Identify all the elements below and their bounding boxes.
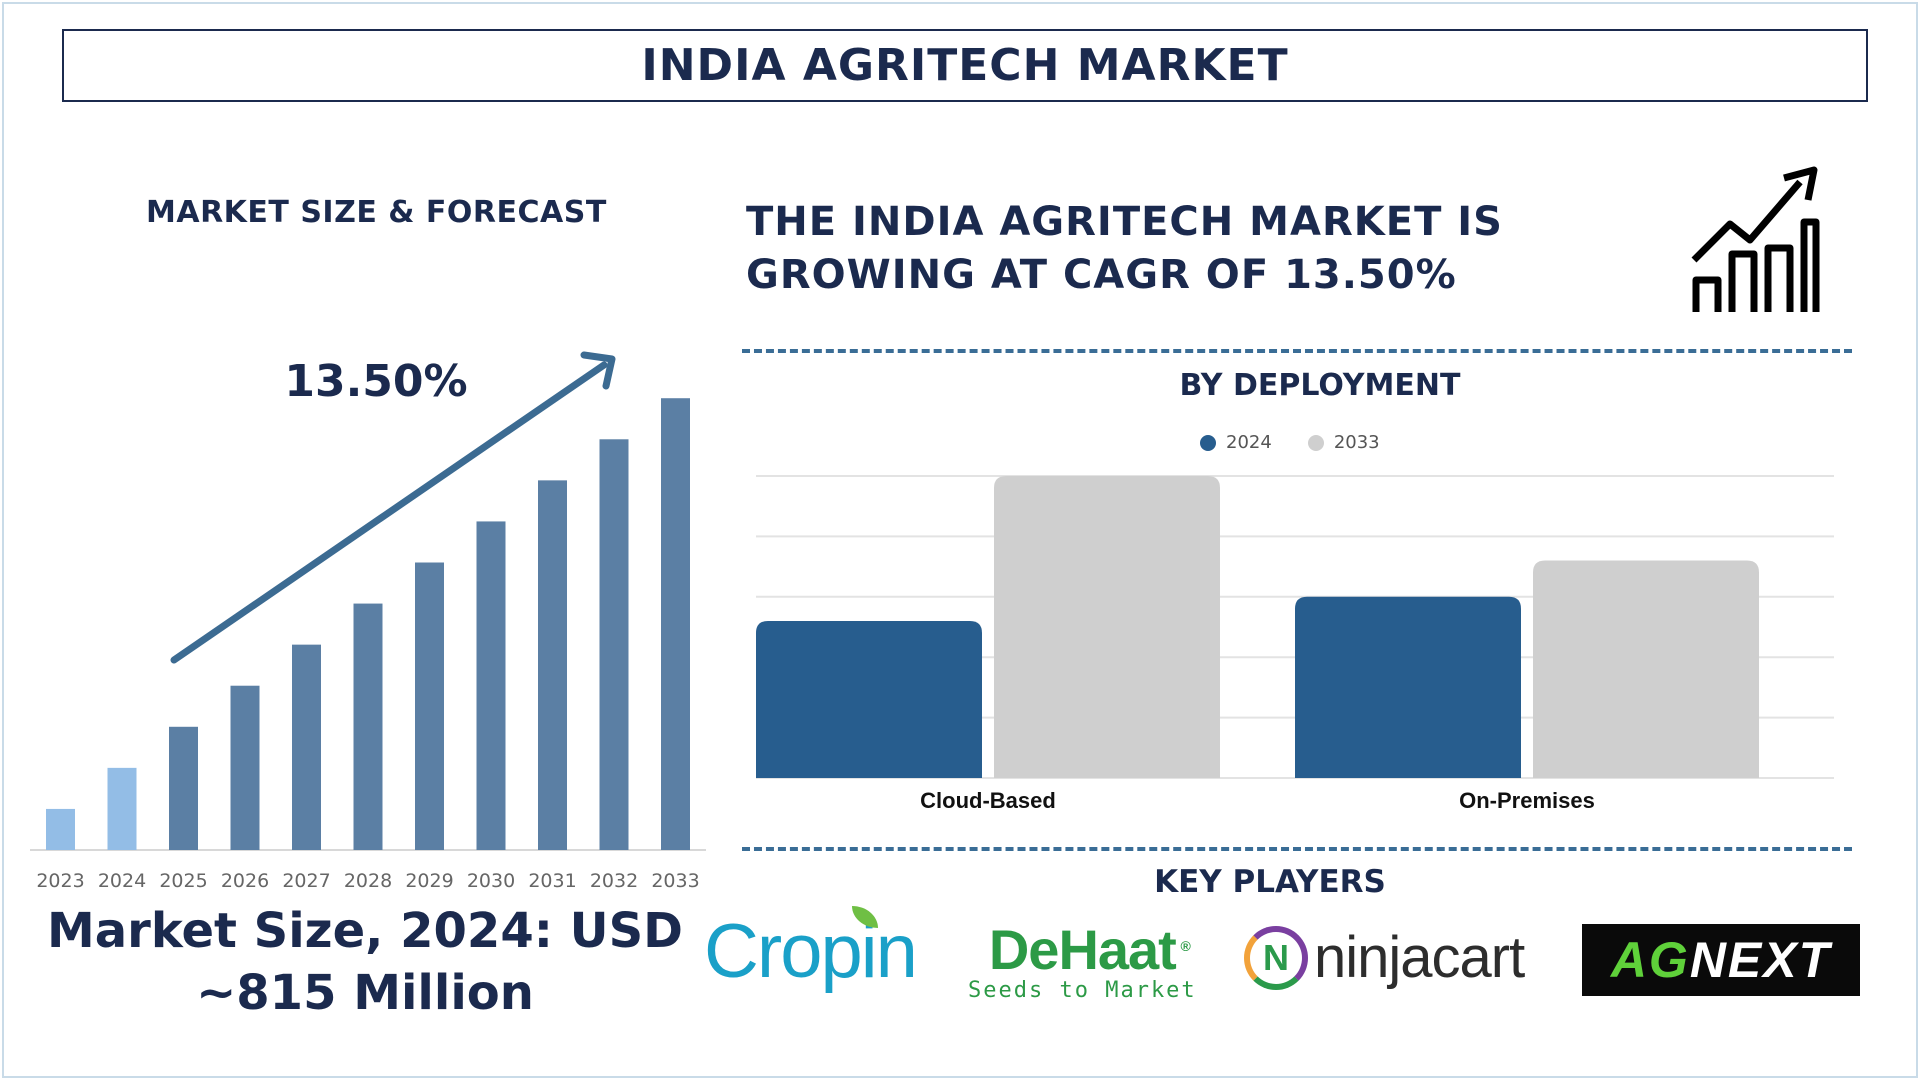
page-title: INDIA AGRITECH MARKET (641, 40, 1289, 91)
forecast-tick-2026: 2026 (221, 870, 269, 892)
legend-swatch-2033 (1307, 434, 1324, 451)
forecast-tick-2028: 2028 (344, 870, 392, 892)
category-label-0: Cloud-Based (920, 788, 1056, 813)
forecast-heading: MARKET SIZE & FORECAST (146, 195, 607, 230)
forecast-tick-2031: 2031 (528, 870, 576, 892)
legend-label-2033: 2033 (1333, 432, 1380, 453)
ninjacart-n-icon: N (1244, 926, 1308, 990)
bar-on-premises-2033 (1533, 560, 1759, 778)
dehaat-text: DeHaat (988, 918, 1177, 981)
deployment-legend: 2024 2033 (1200, 432, 1380, 453)
forecast-bar-2031 (538, 480, 567, 850)
market-size-text: Market Size, 2024: USD ~815 Million (40, 900, 690, 1024)
forecast-tick-2024: 2024 (98, 870, 146, 892)
ninjacart-text: ninjacart (1314, 925, 1525, 990)
forecast-bar-2024 (107, 767, 137, 850)
forecast-bar-2023 (46, 808, 75, 850)
legend-swatch-2024 (1200, 434, 1216, 451)
agnext-next-text: NEXT (1689, 932, 1832, 988)
forecast-tick-2025: 2025 (159, 870, 207, 892)
market-size-line2: ~815 Million (196, 965, 534, 1021)
growth-arrow (170, 361, 608, 664)
registered-icon: ® (1180, 938, 1191, 954)
forecast-tick-2029: 2029 (405, 870, 453, 892)
divider-bottom (742, 847, 1852, 851)
forecast-bar-2028 (353, 603, 383, 850)
forecast-bar-2025 (169, 726, 198, 850)
agnext-logo: AGNEXT (1582, 924, 1860, 996)
forecast-bar-2027 (292, 644, 321, 850)
legend-item-2033: 2033 (1307, 432, 1380, 453)
forecast-bar-2033 (661, 398, 690, 850)
forecast-bar-2026 (230, 685, 260, 850)
forecast-tick-2030: 2030 (467, 870, 515, 892)
trend-up-bars-icon (1691, 166, 1820, 312)
forecast-bar-2030 (476, 521, 506, 850)
bar-on-premises-2024 (1295, 596, 1521, 778)
category-label-1: On-Premises (1459, 788, 1595, 813)
agnext-wordmark: AGNEXT (1611, 931, 1831, 989)
cagr-headline: THE INDIA AGRITECH MARKET IS GROWING AT … (746, 196, 1546, 302)
forecast-tick-2032: 2032 (590, 870, 638, 892)
agnext-ag-text: AG (1610, 932, 1690, 988)
forecast-chart: 2023 2024 2025 2026 2027 2028 2029 2030 2031 2032… (30, 351, 706, 892)
ninjacart-logo: N ninjacart (1244, 925, 1525, 990)
forecast-bar-2032 (599, 439, 629, 850)
legend-item-2024: 2024 (1200, 432, 1272, 453)
bar-cloud-based-2024 (756, 620, 982, 778)
dehaat-tagline: Seeds to Market (968, 978, 1197, 1003)
dehaat-wordmark: DeHaat ® (988, 918, 1191, 981)
cropin-wordmark: Cropin (704, 906, 918, 994)
forecast-tick-2033: 2033 (651, 870, 699, 892)
cropin-logo: Cropin (704, 906, 918, 994)
forecast-tick-2023: 2023 (36, 870, 84, 892)
cagr-headline-line2: GROWING AT CAGR OF 13.50% (746, 252, 1457, 298)
cagr-headline-line1: THE INDIA AGRITECH MARKET IS (746, 199, 1503, 245)
growth-arrow-head (580, 351, 616, 390)
divider-top (742, 349, 1852, 353)
cropin-text: Cropin (704, 909, 918, 994)
deployment-chart: Cloud-Based On-Premises (756, 475, 1834, 813)
forecast-bar-2029 (415, 562, 444, 850)
market-size-line1: Market Size, 2024: USD (46, 903, 684, 959)
deployment-heading: BY DEPLOYMENT (1179, 368, 1461, 403)
dehaat-logo: DeHaat ® Seeds to Market (968, 918, 1197, 1004)
key-players-heading: KEY PLAYERS (1154, 864, 1386, 900)
forecast-tick-2027: 2027 (282, 870, 330, 892)
bar-cloud-based-2033 (994, 476, 1220, 778)
title-banner: INDIA AGRITECH MARKET (62, 29, 1868, 102)
legend-label-2024: 2024 (1226, 432, 1272, 453)
cagr-annotation: 13.50% (284, 356, 467, 407)
